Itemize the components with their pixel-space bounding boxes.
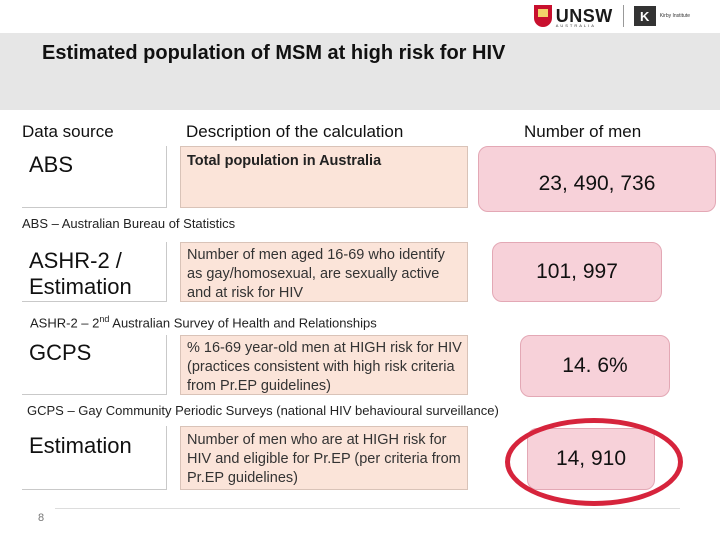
- row-ashr-note: ASHR-2 – 2nd Australian Survey of Health…: [30, 314, 377, 330]
- row-estimation-description-box: Number of men who are at HIGH risk for H…: [180, 426, 468, 490]
- logo-partner: Kirby Institute: [659, 13, 690, 19]
- column-header-description: Description of the calculation: [186, 122, 404, 141]
- row-gcps-source-box: GCPS: [22, 335, 167, 395]
- row-gcps-source: GCPS: [29, 340, 92, 365]
- row-ashr-note-pre: ASHR-2 – 2: [30, 315, 100, 331]
- row-gcps-count: 14. 6%: [520, 335, 670, 397]
- row-gcps-note: GCPS – Gay Community Periodic Surveys (n…: [27, 403, 499, 418]
- row-ashr-note-sup: nd: [99, 314, 110, 324]
- row-ashr-count: 101, 997: [492, 242, 662, 302]
- row-gcps-description: % 16-69 year-old men at HIGH risk for HI…: [187, 340, 462, 394]
- row-abs-source: ABS: [29, 152, 74, 177]
- row-abs-description: Total population in Australia: [187, 153, 382, 169]
- row-ashr-source-box: ASHR-2 / Estimation: [22, 242, 167, 302]
- row-estimation-source-box: Estimation: [22, 426, 167, 490]
- row-abs-count: 23, 490, 736: [478, 146, 716, 212]
- unsw-kirby-logo: UNSW AUSTRALIA K Kirby Institute: [533, 4, 690, 28]
- logo-divider: [622, 5, 624, 27]
- row-abs-description-box: Total population in Australia: [180, 146, 468, 208]
- row-ashr-description-box: Number of men aged 16-69 who identify as…: [180, 242, 468, 302]
- row-abs-note: ABS – Australian Bureau of Statistics: [22, 216, 236, 231]
- logo-brand: UNSW: [555, 5, 613, 26]
- row-estimation-source: Estimation: [29, 433, 132, 458]
- title-band: [0, 33, 720, 110]
- page-number: 8: [38, 512, 45, 524]
- logo-brand-sub: AUSTRALIA: [555, 23, 596, 28]
- kirby-logo-icon: K: [633, 6, 656, 26]
- row-ashr-note-post: Australian Survey of Health and Relation…: [109, 315, 377, 331]
- row-ashr-source: ASHR-2 / Estimation: [29, 248, 132, 300]
- row-ashr-description: Number of men aged 16-69 who identify as…: [187, 247, 445, 301]
- row-gcps-description-box: % 16-69 year-old men at HIGH risk for HI…: [180, 335, 468, 395]
- row-abs-source-box: ABS: [22, 146, 167, 208]
- column-header-source: Data source: [22, 122, 114, 141]
- slide-title: Estimated population of MSM at high risk…: [42, 42, 506, 64]
- row-estimation-description: Number of men who are at HIGH risk for H…: [187, 432, 461, 486]
- top-bar: UNSW AUSTRALIA K Kirby Institute: [0, 0, 720, 33]
- highlight-circle: [505, 418, 683, 506]
- footer-divider: [55, 508, 680, 509]
- unsw-crest-icon: [533, 5, 552, 27]
- column-header-count: Number of men: [524, 122, 642, 141]
